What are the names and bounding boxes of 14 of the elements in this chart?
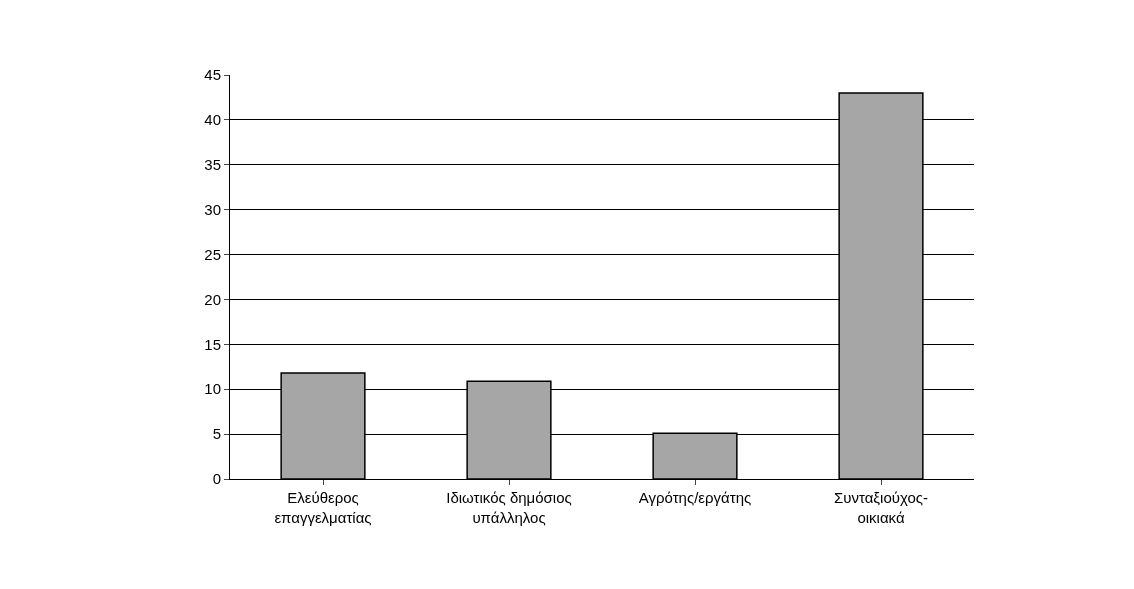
x-tick-label: Ελεύθερος επαγγελματίας — [274, 489, 372, 526]
x-tick-label: Αγρότης/εργάτης — [638, 489, 752, 506]
y-tick-label: 15 — [204, 335, 221, 353]
x-tick-label: Συνταξιούχος- οικιακά — [834, 489, 928, 526]
y-tick-label: 10 — [204, 380, 221, 398]
y-tick-label: 45 — [204, 66, 221, 84]
y-tick-label: 5 — [212, 425, 221, 443]
x-tick-label: Ιδιωτικός δημόσιος υπάλληλος — [446, 489, 572, 526]
y-tick-label: 35 — [204, 156, 221, 174]
y-tick-label: 30 — [204, 200, 221, 218]
y-tick-label: 0 — [212, 470, 221, 488]
y-tick-label: 40 — [204, 111, 221, 129]
y-tick-label: 20 — [204, 290, 221, 308]
y-tick-label: 25 — [204, 245, 221, 263]
